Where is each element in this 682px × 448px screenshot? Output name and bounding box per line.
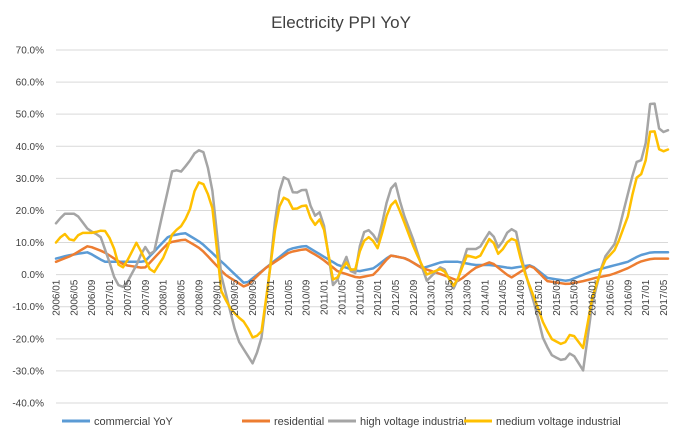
x-tick-label: 2017/05 [659,279,670,316]
y-tick-label: -30.0% [12,366,44,377]
legend: commercial YoY residential high voltage in… [62,416,621,428]
x-tick-label: 2015/01 [534,279,545,316]
x-tick-label: 2013/05 [445,279,456,316]
x-tick-label: 2011/01 [320,279,331,315]
x-tick-label: 2012/01 [373,279,384,316]
x-tick-label: 2006/09 [87,279,98,316]
x-tick-label: 2013/09 [462,279,473,316]
x-tick-label: 2009/09 [248,279,259,316]
legend-label: residential [274,416,324,428]
x-tick-label: 2016/09 [623,279,634,316]
legend-label: high voltage industrial [360,416,466,428]
x-tick-label: 2009/01 [212,279,223,316]
x-tick-label: 2007/05 [123,279,134,316]
y-tick-label: -40.0% [12,399,44,410]
legend-label: commercial YoY [94,416,174,428]
series-line [54,130,670,350]
x-tick-label: 2006/05 [69,279,80,316]
x-tick-label: 2012/05 [391,279,402,316]
x-tick-label: 2014/01 [480,279,491,316]
x-tick-label: 2016/01 [588,279,599,316]
x-tick-label: 2010/09 [302,279,313,316]
x-tick-label: 2007/01 [105,279,116,316]
y-tick-label: 20.0% [16,206,44,217]
x-tick-label: 2015/05 [552,279,563,316]
y-axis-ticks: -40.0% -30.0% -20.0% -10.0% 0.0% 10.0% 20.0% 30… [12,46,44,410]
x-tick-label: 2016/05 [605,279,616,316]
x-tick-label: 2006/01 [52,279,63,316]
x-tick-label: 2009/05 [230,279,241,316]
x-tick-label: 2010/05 [284,279,295,316]
x-tick-label: 2008/01 [159,279,170,316]
y-tick-label: 50.0% [16,110,44,121]
x-tick-label: 2014/05 [498,279,509,316]
x-tick-label: 2008/05 [177,279,188,316]
series-line [54,102,670,372]
x-tick-label: 2014/09 [516,279,527,316]
legend-label: medium voltage industrial [496,416,621,428]
x-tick-label: 2017/01 [641,279,652,316]
x-tick-label: 2012/09 [409,279,420,316]
x-tick-label: 2013/01 [427,279,438,316]
x-tick-label: 2007/09 [141,279,152,316]
x-tick-label: 2010/01 [266,279,277,316]
x-tick-label: 2011/09 [355,279,366,315]
y-tick-label: 10.0% [16,238,44,249]
y-tick-label: 60.0% [16,78,44,89]
series-line [54,238,670,288]
y-tick-label: -20.0% [12,334,44,345]
x-tick-label: 2011/05 [337,279,348,315]
y-tick-label: 30.0% [16,174,44,185]
y-tick-label: 40.0% [16,142,44,153]
y-tick-label: 70.0% [16,46,44,57]
y-tick-label: 0.0% [21,270,44,281]
x-axis-ticks: 2006/01 2006/05 2006/09 2007/01 2007/05 2007/… [52,279,671,316]
chart-title: Electricity PPI YoY [271,13,411,32]
series-line [54,232,670,284]
y-tick-label: -10.0% [12,302,44,313]
series-lines [54,102,670,372]
x-tick-label: 2015/09 [570,279,581,316]
x-tick-label: 2008/09 [194,279,205,316]
